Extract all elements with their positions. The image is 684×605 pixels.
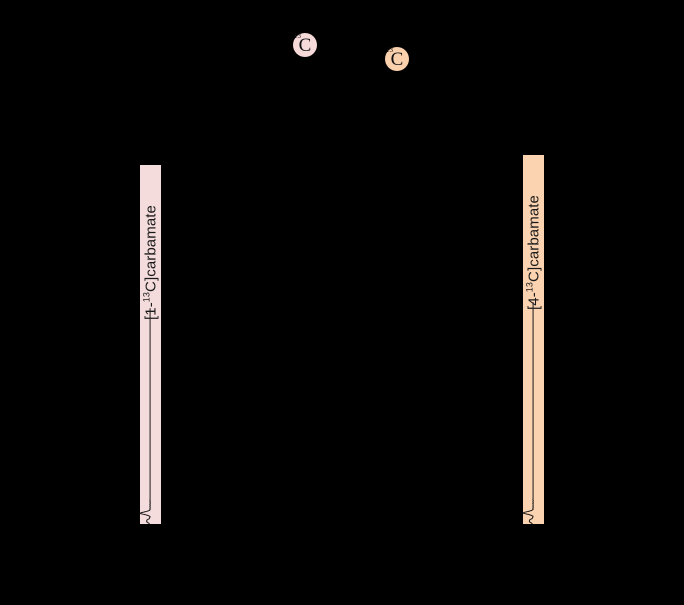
label-prefix-c4: [4- [525,292,542,311]
label-suffix-c1: C]carbamate [142,204,159,292]
spectrum-band-c4-label: [4-13C]carbamate [524,194,542,311]
carbon-1-atom-marker: 13 C [293,33,317,57]
spectrum-band-c1: [1-13C]carbamate [140,165,161,524]
label-mass-c1: 13 [141,291,151,303]
label-suffix-c4: C]carbamate [525,194,542,282]
carbon-1-mass-number: 13 [294,32,301,40]
carbon-4-mass-number: 13 [386,46,393,54]
label-mass-c4: 13 [524,281,534,293]
label-prefix-c1: [1- [142,302,159,321]
carbon-4-atom-marker: 13 C [385,47,409,71]
spectrum-band-c1-label: [1-13C]carbamate [141,204,159,321]
carbon-4-element-symbol: C [390,48,404,70]
spectrum-band-c4: [4-13C]carbamate [523,155,544,524]
carbon-1-element-symbol: C [298,34,312,56]
